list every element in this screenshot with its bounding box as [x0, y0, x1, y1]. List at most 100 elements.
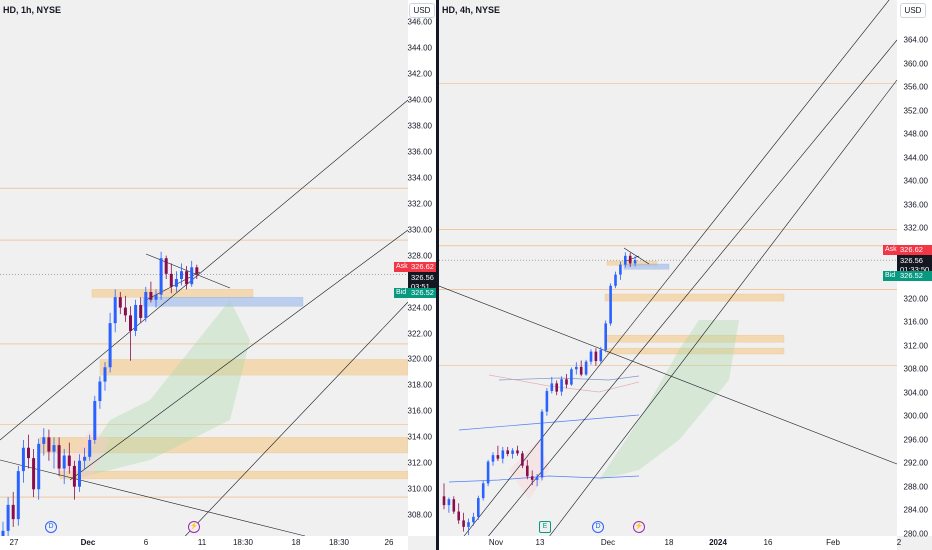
- candle-body: [472, 516, 475, 523]
- candle-body: [129, 315, 132, 331]
- candle-body: [521, 453, 524, 466]
- candle-body: [180, 271, 183, 280]
- candle-body: [614, 274, 617, 286]
- right-last-price: 326.56: [900, 256, 923, 265]
- price-tick-label: 338.00: [407, 121, 432, 131]
- candle-body: [457, 511, 460, 521]
- candle-body: [565, 379, 568, 385]
- candle-body: [113, 297, 117, 324]
- supply-demand-zone-rect: [99, 359, 409, 376]
- candle-body: [599, 349, 603, 362]
- trend-line: [171, 301, 409, 550]
- price-tick-label: 364.00: [903, 35, 928, 45]
- candle-body: [516, 450, 519, 454]
- candle-body: [159, 258, 163, 295]
- candle-body: [442, 496, 446, 506]
- price-tick-label: 328.00: [407, 251, 432, 261]
- price-tick-label: 356.00: [903, 82, 928, 92]
- candle-body: [62, 455, 66, 469]
- right-time-axis[interactable]: Nov 13 Dec 18 2024 16 Feb 2: [439, 536, 901, 550]
- price-tick-label: 320.00: [407, 354, 432, 364]
- candle-body: [575, 366, 578, 370]
- price-tick-label: 312.00: [903, 341, 928, 351]
- candle-body: [491, 455, 495, 462]
- candle-body: [52, 445, 56, 452]
- left-ask-price: 326.62: [408, 262, 436, 272]
- price-tick-label: 322.00: [407, 329, 432, 339]
- price-tick-label: 280.00: [903, 529, 928, 539]
- candle-body: [27, 447, 30, 459]
- pane-divider[interactable]: [436, 0, 439, 550]
- price-tick-label: 312.00: [407, 458, 432, 468]
- candle-body: [540, 411, 544, 478]
- price-tick-label: 340.00: [407, 95, 432, 105]
- left-last-price-box: 326.56 03:51: [408, 272, 436, 292]
- price-tick-label: 292.00: [903, 458, 928, 468]
- candle-body: [594, 351, 598, 362]
- left-chart-canvas[interactable]: [0, 0, 436, 550]
- right-split-marker[interactable]: ⚡: [633, 521, 645, 533]
- supply-demand-zone-rect: [59, 470, 409, 480]
- price-tick-label: 320.00: [903, 294, 928, 304]
- candle-body: [467, 522, 470, 527]
- price-tick-label: 334.00: [407, 173, 432, 183]
- right-ask-price: 326.62: [897, 245, 932, 255]
- price-tick-label: 340.00: [903, 176, 928, 186]
- candle-body: [579, 366, 583, 375]
- candle-body: [447, 499, 451, 506]
- price-tick-label: 308.00: [407, 510, 432, 520]
- right-countdown: 01:33:50: [900, 265, 930, 274]
- trend-line: [452, 0, 890, 550]
- price-tick-label: 344.00: [903, 153, 928, 163]
- blue-zone-rect: [142, 296, 304, 307]
- right-chart-canvas[interactable]: [439, 0, 932, 550]
- candle-body: [477, 498, 480, 517]
- time-tick-label: Dec: [600, 538, 616, 547]
- candle-body: [16, 471, 20, 520]
- left-time-axis[interactable]: 27 Dec 6 11 18:30 18 18:30 26: [0, 536, 408, 550]
- candle-body: [72, 465, 76, 487]
- trend-line: [0, 459, 306, 537]
- right-earnings-marker[interactable]: E: [539, 521, 551, 533]
- left-dividend-marker[interactable]: D: [45, 521, 57, 533]
- candle-body: [47, 437, 51, 452]
- candle-body: [185, 271, 189, 285]
- time-tick-label: 27: [9, 538, 19, 547]
- right-currency-button[interactable]: USD: [900, 3, 926, 18]
- candle-body: [11, 504, 15, 520]
- time-tick-label: Nov: [488, 538, 504, 547]
- price-tick-label: 346.00: [407, 17, 432, 27]
- trend-line: [623, 247, 650, 265]
- candle-body: [164, 258, 168, 274]
- ichimoku-cloud-shape: [599, 320, 739, 480]
- price-tick-label: 352.00: [903, 106, 928, 116]
- candle-body: [545, 391, 549, 412]
- left-chart-pane[interactable]: HD, 1h, NYSE 346.00 344.00 342.00 340.00 338…: [0, 0, 436, 550]
- price-tick-label: 310.00: [407, 484, 432, 494]
- candle-body: [501, 450, 505, 459]
- candle-body: [584, 361, 588, 375]
- candle-body: [108, 323, 112, 368]
- price-tick-label: 330.00: [407, 225, 432, 235]
- candle-body: [526, 465, 529, 477]
- price-tick-label: 342.00: [407, 69, 432, 79]
- candle-body: [496, 455, 500, 459]
- time-tick-label: 16: [763, 538, 773, 547]
- price-tick-label: 332.00: [407, 199, 432, 209]
- price-tick-label: 318.00: [407, 380, 432, 390]
- candle-body: [154, 294, 158, 300]
- right-ask-label: Ask: [883, 245, 899, 255]
- candle-body: [93, 401, 97, 440]
- candle-body: [78, 460, 81, 487]
- right-symbol-title[interactable]: HD, 4h, NYSE: [442, 5, 501, 15]
- candle-body: [633, 260, 637, 264]
- right-chart-pane[interactable]: HD, 4h, NYSE 364.00 360.00 356.00 352.00 348…: [439, 0, 932, 550]
- left-ask-label: Ask: [394, 262, 410, 272]
- price-tick-label: 316.00: [407, 406, 432, 416]
- left-symbol-title[interactable]: HD, 1h, NYSE: [3, 5, 62, 15]
- price-tick-label: 332.00: [903, 223, 928, 233]
- right-dividend-marker[interactable]: D: [592, 521, 604, 533]
- left-currency-button[interactable]: USD: [409, 3, 435, 18]
- left-split-marker[interactable]: ⚡: [188, 521, 200, 533]
- candle-body: [511, 450, 514, 454]
